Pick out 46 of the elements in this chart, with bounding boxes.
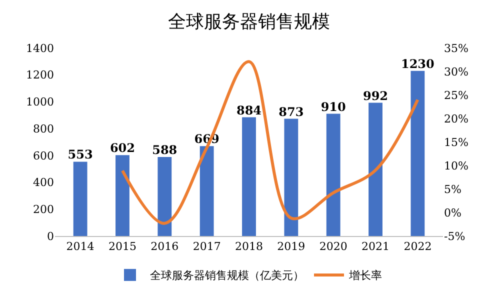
bar bbox=[158, 157, 172, 236]
y-tick-label: 600 bbox=[33, 149, 54, 162]
bar bbox=[200, 146, 214, 236]
data-label: 1230 bbox=[400, 56, 434, 71]
y2-tick-label: 0% bbox=[444, 206, 462, 220]
bar bbox=[410, 70, 425, 236]
y2-tick-label: 30% bbox=[444, 65, 468, 78]
data-label: 602 bbox=[110, 141, 136, 156]
bar bbox=[284, 118, 298, 236]
data-label: 553 bbox=[68, 148, 93, 162]
y2-tick-label: 35% bbox=[444, 42, 468, 55]
legend-label: 全球服务器销售规模（亿美元） bbox=[150, 269, 304, 282]
y2-tick-label: 5% bbox=[444, 182, 462, 196]
x-tick-label: 2018 bbox=[235, 240, 263, 254]
chart-title: 全球服务器销售规模 bbox=[168, 12, 330, 33]
data-label: 910 bbox=[320, 100, 346, 114]
data-label: 884 bbox=[236, 103, 262, 118]
y-tick-label: 0 bbox=[47, 230, 54, 243]
x-tick-label: 2020 bbox=[319, 240, 348, 254]
data-label: 873 bbox=[278, 104, 304, 119]
legend-label: 增长率 bbox=[348, 269, 382, 282]
bar bbox=[326, 114, 340, 236]
y2-tick-label: 20% bbox=[444, 112, 468, 126]
bar bbox=[116, 155, 130, 236]
y2-tick-label: 25% bbox=[444, 88, 468, 102]
x-tick-label: 2014 bbox=[66, 240, 94, 254]
x-tick-label: 2016 bbox=[150, 240, 179, 254]
y2-tick-label: 10% bbox=[444, 159, 468, 172]
y-tick-label: 1200 bbox=[26, 68, 54, 82]
y-tick-label: 800 bbox=[33, 122, 54, 136]
y2-tick-label: 15% bbox=[444, 136, 468, 149]
data-label: 992 bbox=[362, 88, 388, 103]
x-tick-label: 2015 bbox=[108, 240, 136, 254]
x-tick-label: 2022 bbox=[404, 240, 432, 254]
bar bbox=[368, 102, 382, 236]
y-tick-label: 200 bbox=[33, 202, 54, 216]
y-tick-label: 1400 bbox=[26, 42, 54, 55]
x-tick-label: 2017 bbox=[192, 240, 221, 254]
x-tick-label: 2021 bbox=[362, 240, 390, 254]
bar bbox=[242, 117, 256, 236]
x-tick-label: 2019 bbox=[277, 240, 306, 254]
y-tick-label: 1000 bbox=[26, 96, 54, 109]
bar bbox=[73, 162, 88, 236]
data-label: 588 bbox=[152, 143, 178, 158]
y-tick-label: 400 bbox=[33, 176, 54, 190]
y2-tick-label: -5% bbox=[444, 230, 466, 243]
